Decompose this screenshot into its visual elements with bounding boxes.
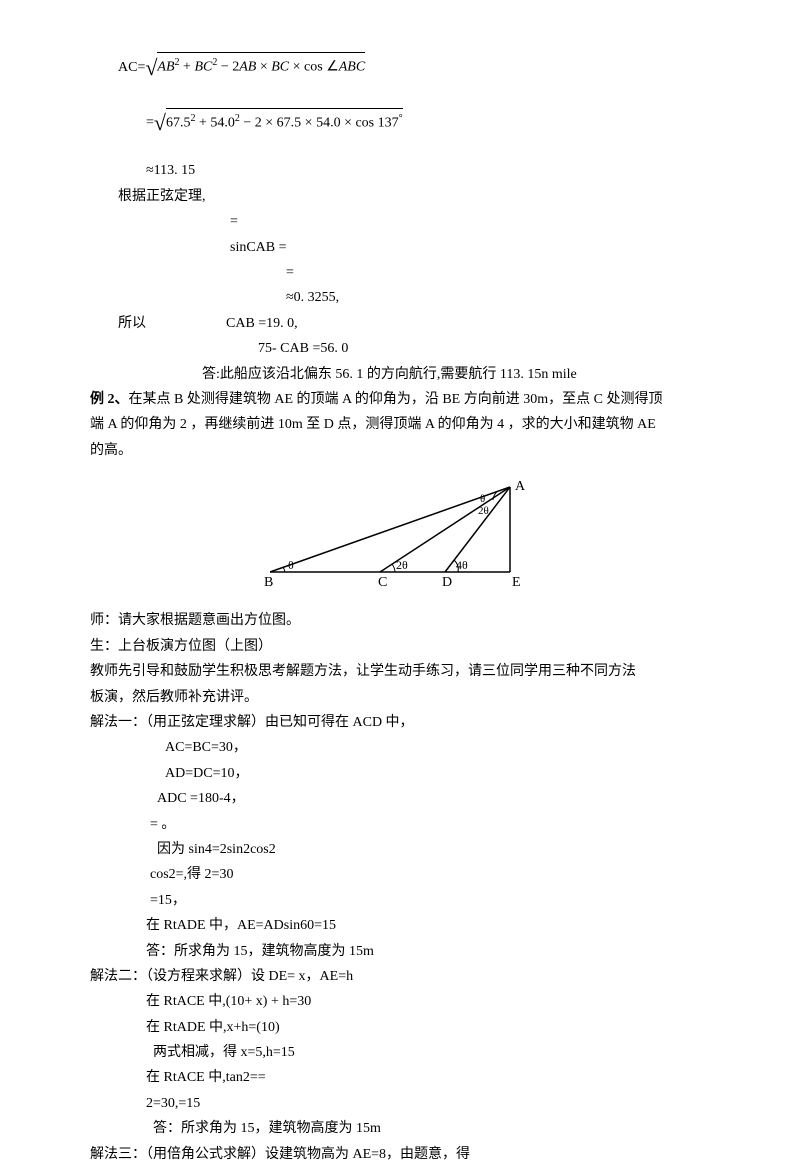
- line-cab: CAB =19. 0,: [226, 316, 298, 331]
- teacher-prompt: 师：请大家根据题意画出方位图。: [90, 610, 710, 632]
- method1-l6: cos2=,得 2=30: [90, 864, 710, 886]
- label-A: A: [515, 479, 526, 494]
- method2-title: 解法二：（设方程来求解）设 DE= x，AE=h: [90, 966, 710, 988]
- formula-2-prefix: =: [146, 115, 154, 130]
- method1-l4: = 。: [90, 814, 710, 836]
- method1-l5: 因为 sin4=2sin2cos2: [90, 839, 710, 861]
- label-2theta-top: 2θ: [478, 505, 489, 517]
- line-so: 所以: [118, 316, 146, 331]
- label-D: D: [442, 575, 452, 590]
- line-eq2: =: [90, 262, 710, 284]
- example2-text1: 在某点 B 处测得建筑物 AE 的顶端 A 的仰角为，沿 BE 方向前进 30m…: [129, 392, 663, 407]
- teacher-guide2: 板演，然后教师补充讲评。: [90, 687, 710, 709]
- method1-l2: AD=DC=10，: [90, 763, 710, 785]
- example2-line3: 的高。: [90, 440, 710, 462]
- line-approx2: ≈0. 3255,: [90, 287, 710, 309]
- method1-title: 解法一：（用正弦定理求解）由已知可得在 ACD 中，: [90, 712, 710, 734]
- method1-l8: 在 RtADE 中，AE=ADsin60=15: [90, 915, 710, 937]
- method2-l2: 在 RtADE 中,x+h=(10): [90, 1017, 710, 1039]
- label-B: B: [264, 575, 273, 590]
- label-theta: θ: [288, 558, 294, 572]
- method2-l5: 2=30,=15: [90, 1093, 710, 1115]
- line-answer1: 答:此船应该沿北偏东 56. 1 的方向航行,需要航行 113. 15n mil…: [90, 364, 710, 386]
- method2-l6: 答：所求角为 15，建筑物高度为 15m: [90, 1118, 710, 1140]
- method1-l9: 答：所求角为 15，建筑物高度为 15m: [90, 941, 710, 963]
- label-theta-top: θ: [480, 493, 485, 505]
- method2-l1: 在 RtACE 中,(10+ x) + h=30: [90, 991, 710, 1013]
- example2-line1: 例 2、在某点 B 处测得建筑物 AE 的顶端 A 的仰角为，沿 BE 方向前进…: [90, 389, 710, 411]
- line-result: 所以 CAB =19. 0,: [90, 313, 710, 335]
- method1-l3: ADC =180-4，: [90, 788, 710, 810]
- method1-l7: =15，: [90, 890, 710, 912]
- method1-l1: AC=BC=30，: [90, 737, 710, 759]
- label-4theta: 4θ: [456, 558, 468, 572]
- label-C: C: [378, 575, 387, 590]
- formula-2: =√67.52 + 54.02 − 2 × 67.5 × 54.0 × cos …: [90, 105, 710, 140]
- teacher-guide1: 教师先引导和鼓励学生积极思考解题方法，让学生动手练习，请三位同学用三种不同方法: [90, 661, 710, 683]
- example2-label: 例 2、: [90, 392, 129, 407]
- line-sincab: sinCAB =: [90, 237, 710, 259]
- line-sine-rule: 根据正弦定理,: [90, 186, 710, 208]
- label-E: E: [512, 575, 521, 590]
- line-eq1: =: [90, 211, 710, 233]
- student-action: 生：上台板演方位图（上图）: [90, 636, 710, 658]
- line-approx1: ≈113. 15: [90, 160, 710, 182]
- method3-title: 解法三：（用倍角公式求解）设建筑物高为 AE=8，由题意，得: [90, 1144, 710, 1166]
- triangle-diagram: A B C D E θ 2θ 4θ θ 2θ: [90, 472, 710, 600]
- formula-1: AC=√AB2 + BC2 − 2AB × BC × cos ∠ABC: [90, 50, 710, 85]
- formula-1-prefix: AC=: [118, 60, 145, 75]
- method2-l4: 在 RtACE 中,tan2==: [90, 1067, 710, 1089]
- label-2theta: 2θ: [396, 558, 408, 572]
- line-75cab: 75- CAB =56. 0: [90, 338, 710, 360]
- method2-l3: 两式相减，得 x=5,h=15: [90, 1042, 710, 1064]
- example2-line2: 端 A 的仰角为 2 ，再继续前进 10m 至 D 点，测得顶端 A 的仰角为 …: [90, 414, 710, 436]
